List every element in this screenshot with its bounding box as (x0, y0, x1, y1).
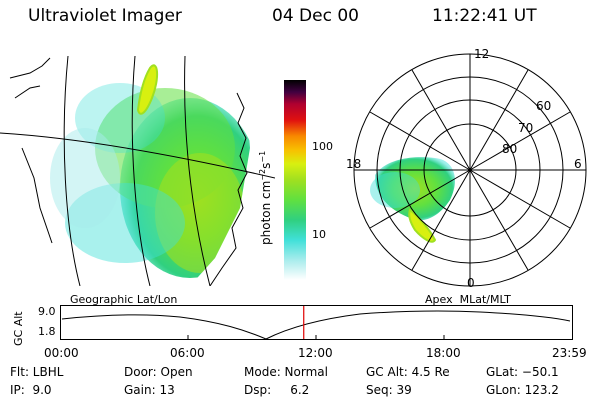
mlat-label-60: 60 (536, 99, 551, 113)
altitude-ytick-9: 9.0 (38, 305, 56, 318)
gain-status: Gain: 13 (124, 383, 175, 397)
mlat-label-70: 70 (518, 121, 533, 135)
ip-status: IP: 9.0 (10, 383, 52, 397)
mode-status: Mode: Normal (244, 365, 328, 379)
geographic-map-image (0, 38, 275, 286)
altitude-xtick-2359: 23:59 (552, 346, 587, 360)
colorbar-label-unit: photon cm (259, 180, 273, 245)
altitude-plot (60, 305, 573, 340)
polar-aurora-arc (408, 208, 437, 243)
altitude-xtick-1800: 18:00 (426, 346, 461, 360)
apex-coord-label: Apex MLat/MLT (425, 293, 511, 306)
time-label: 11:22:41 UT (432, 6, 537, 26)
altitude-ylabel: GC Alt (12, 311, 25, 346)
mlat-label-80: 80 (502, 142, 517, 156)
mlt-label-6: 6 (574, 157, 582, 171)
coastline (209, 92, 248, 286)
colorbar-label-sup2: −1 (258, 150, 267, 163)
latitude-line (0, 132, 275, 179)
colorbar-label-s: s (259, 162, 273, 169)
mlt-label-12: 12 (474, 47, 489, 61)
altitude-xtick-1200: 12:00 (298, 346, 333, 360)
polar-plot: 12 6 0 18 60 70 80 (346, 47, 587, 290)
gc-alt-status: GC Alt: 4.5 Re (366, 365, 450, 379)
filter-status: Flt: LBHL (10, 365, 64, 379)
colorbar (284, 80, 306, 280)
mlt-label-18: 18 (346, 157, 361, 171)
colorbar-gradient (284, 80, 306, 280)
polar-aurora (375, 157, 455, 221)
colorbar-label: photon cm−2s−1 (258, 151, 273, 245)
altitude-curve (61, 310, 571, 340)
mlt-label-0: 0 (467, 276, 475, 290)
glon-status: GLon: 123.2 (486, 383, 559, 397)
seq-status: Seq: 39 (366, 383, 412, 397)
aurora-emission (20, 38, 250, 286)
colorbar-tick-100: 100 (312, 140, 333, 153)
longitude-line (63, 55, 81, 286)
dsp-status: Dsp: 6.2 (244, 383, 310, 397)
colorbar-tick-10: 10 (312, 228, 326, 241)
altitude-xtick-0600: 06:00 (170, 346, 205, 360)
altitude-xtick-0000: 00:00 (44, 346, 79, 360)
geographic-coord-label: Geographic Lat/Lon (70, 293, 178, 306)
colorbar-label-sup1: −2 (258, 168, 267, 181)
instrument-title: Ultraviolet Imager (28, 6, 182, 26)
date-label: 04 Dec 00 (272, 6, 359, 26)
aurora-arc (136, 64, 158, 115)
altitude-ytick-1.8: 1.8 (38, 325, 56, 338)
glat-status: GLat: −50.1 (486, 365, 559, 379)
door-status: Door: Open (124, 365, 193, 379)
